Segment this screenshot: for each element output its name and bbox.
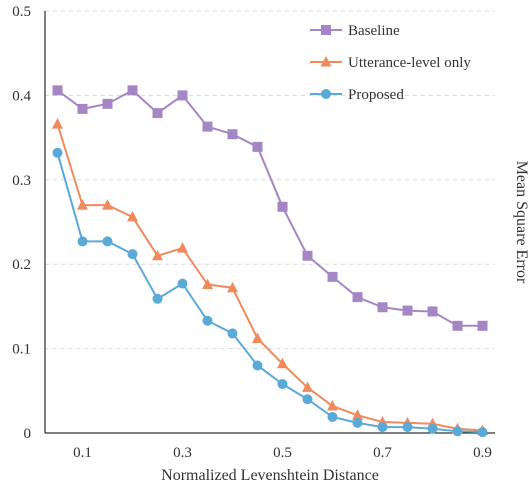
data-point-baseline [277,201,288,212]
legend-label: Proposed [348,87,404,103]
data-point-baseline [452,320,463,331]
data-point-proposed [352,417,363,428]
data-point-baseline [252,141,263,152]
legend-entry-baseline: Baseline [310,23,400,39]
data-point-baseline [402,305,413,316]
data-point-proposed [302,394,313,405]
x-tick-label: 0.1 [73,445,92,461]
legend-entry-utterance-level-only: Utterance-level only [310,55,471,71]
series-proposed [52,147,488,438]
data-point-proposed [202,315,213,326]
x-tick-label: 0.9 [473,445,492,461]
data-point-utterance-level-only [352,409,363,420]
series-layer [52,85,488,438]
data-point-baseline [477,320,488,331]
data-point-baseline [352,292,363,303]
data-point-baseline [302,250,313,261]
data-point-proposed [452,426,463,437]
data-point-utterance-level-only [327,399,338,411]
data-point-proposed [152,293,163,304]
data-point-utterance-level-only [152,249,163,261]
data-point-utterance-level-only [227,281,238,293]
x-tick-label: 0.7 [373,445,392,461]
data-point-proposed [402,422,413,433]
y-tick-label: 0.4 [12,88,31,104]
data-point-baseline [127,85,138,96]
y-tick-label: 0 [24,426,32,442]
data-point-utterance-level-only [202,278,213,289]
data-point-proposed [177,278,188,289]
data-point-baseline [202,121,213,132]
legend-marker [321,25,331,35]
data-point-utterance-level-only [127,210,138,222]
data-point-baseline [177,90,188,101]
data-point-baseline [102,98,113,109]
data-point-utterance-level-only [52,118,63,129]
series-baseline [52,85,488,331]
data-point-proposed [127,249,138,260]
data-point-proposed [377,422,388,433]
series-utterance-level-only [52,118,488,435]
legend-marker [321,89,331,99]
data-point-baseline [377,302,388,313]
legend: Baseline Utterance-level only Proposed [310,23,471,103]
data-point-baseline [152,108,163,119]
y-tick-label: 0.3 [12,173,31,189]
series-line-proposed [56,152,483,434]
y-tick-label: 0.1 [12,342,31,358]
data-point-utterance-level-only [77,199,88,210]
data-point-proposed [277,379,288,390]
data-point-utterance-level-only [277,357,288,369]
legend-label: Utterance-level only [348,55,471,71]
x-tick-label: 0.5 [273,445,292,461]
data-point-baseline [77,103,88,114]
data-point-utterance-level-only [252,332,263,343]
data-point-baseline [52,85,63,96]
y-axis-title: Mean Square Error [513,161,529,284]
data-point-baseline [427,306,438,317]
axes: 0 0.1 0.2 0.3 0.4 0.5 0.1 0.3 0.5 0.7 0.9 [12,4,495,461]
series-line-utterance-level-only [56,123,483,432]
data-point-proposed [227,328,238,339]
data-point-utterance-level-only [302,381,313,392]
data-point-utterance-level-only [102,199,113,210]
legend-marker [320,56,332,67]
y-tick-label: 0.2 [12,257,31,273]
legend-label: Baseline [348,23,400,39]
data-point-proposed [102,236,113,247]
x-axis-title: Normalized Levenshtein Distance [161,467,379,484]
x-tick-label: 0.3 [173,445,192,461]
legend-entry-proposed: Proposed [310,87,404,103]
data-point-baseline [327,271,338,282]
data-point-utterance-level-only [177,242,188,253]
data-point-proposed [52,147,63,158]
data-point-proposed [477,427,488,438]
data-point-proposed [427,423,438,434]
y-tick-label: 0.5 [12,4,31,20]
data-point-proposed [327,411,338,422]
grid-lines [45,10,495,350]
data-point-baseline [227,129,238,140]
data-point-proposed [77,236,88,247]
data-point-proposed [252,360,263,371]
series-line-baseline [56,89,483,327]
